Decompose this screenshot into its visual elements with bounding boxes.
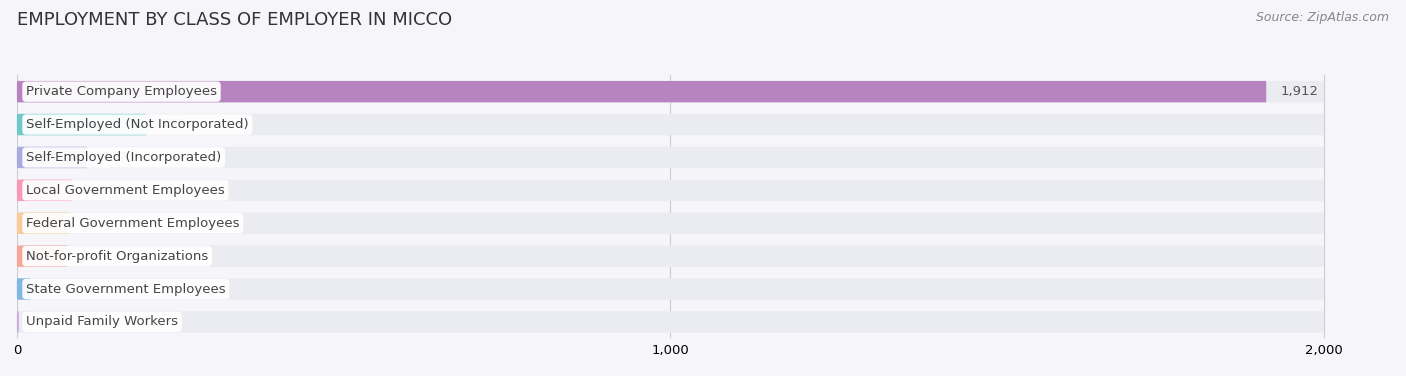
- FancyBboxPatch shape: [17, 212, 1324, 234]
- Text: 3: 3: [34, 315, 42, 329]
- FancyBboxPatch shape: [17, 246, 67, 267]
- Text: 81: 81: [84, 217, 101, 230]
- Text: 84: 84: [86, 184, 103, 197]
- Text: Self-Employed (Not Incorporated): Self-Employed (Not Incorporated): [27, 118, 249, 131]
- FancyBboxPatch shape: [17, 114, 1324, 135]
- FancyBboxPatch shape: [17, 212, 70, 234]
- FancyBboxPatch shape: [17, 81, 1267, 102]
- Text: 198: 198: [160, 118, 186, 131]
- FancyBboxPatch shape: [17, 81, 1324, 102]
- Text: EMPLOYMENT BY CLASS OF EMPLOYER IN MICCO: EMPLOYMENT BY CLASS OF EMPLOYER IN MICCO: [17, 11, 451, 29]
- Text: 77: 77: [82, 250, 98, 263]
- Text: Source: ZipAtlas.com: Source: ZipAtlas.com: [1256, 11, 1389, 24]
- Text: State Government Employees: State Government Employees: [27, 282, 225, 296]
- FancyBboxPatch shape: [17, 311, 1324, 333]
- Text: 107: 107: [101, 151, 127, 164]
- FancyBboxPatch shape: [17, 147, 87, 168]
- FancyBboxPatch shape: [17, 180, 1324, 201]
- Text: Federal Government Employees: Federal Government Employees: [27, 217, 239, 230]
- FancyBboxPatch shape: [17, 311, 18, 333]
- Text: 21: 21: [45, 282, 62, 296]
- FancyBboxPatch shape: [17, 180, 72, 201]
- FancyBboxPatch shape: [17, 246, 1324, 267]
- Text: Not-for-profit Organizations: Not-for-profit Organizations: [27, 250, 208, 263]
- FancyBboxPatch shape: [17, 147, 1324, 168]
- Text: Unpaid Family Workers: Unpaid Family Workers: [27, 315, 179, 329]
- FancyBboxPatch shape: [17, 278, 1324, 300]
- FancyBboxPatch shape: [17, 114, 146, 135]
- Text: Private Company Employees: Private Company Employees: [27, 85, 217, 98]
- Text: Self-Employed (Incorporated): Self-Employed (Incorporated): [27, 151, 221, 164]
- FancyBboxPatch shape: [17, 278, 31, 300]
- Text: Local Government Employees: Local Government Employees: [27, 184, 225, 197]
- Text: 1,912: 1,912: [1281, 85, 1319, 98]
